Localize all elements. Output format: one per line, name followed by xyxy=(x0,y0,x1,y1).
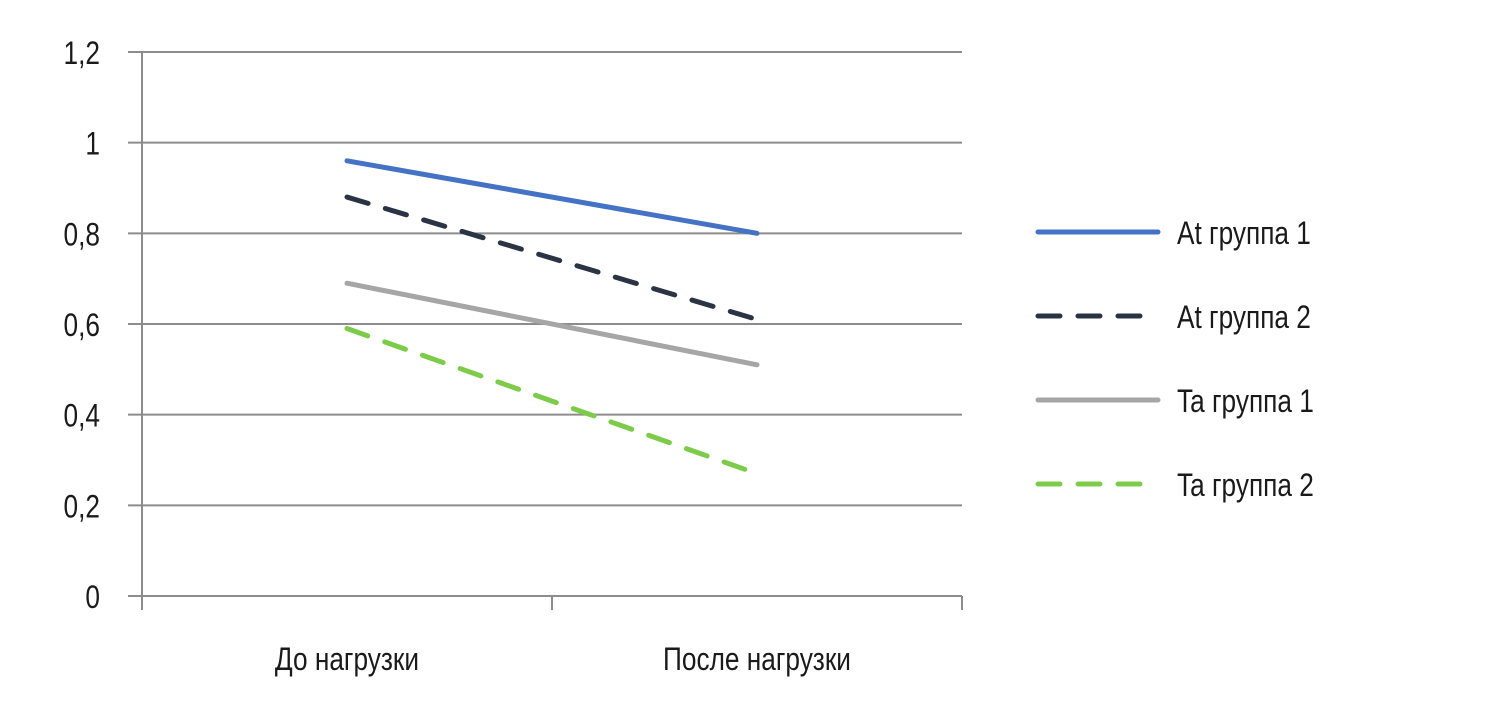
series-line-4 xyxy=(344,326,760,477)
y-tick-label: 0,2 xyxy=(64,490,100,525)
series-lines xyxy=(344,158,760,477)
gridlines xyxy=(128,51,962,507)
legend-label: At группа 1 xyxy=(1177,217,1311,252)
y-tick-labels: 0 0,2 0,4 0,6 0,8 1 1,2 xyxy=(64,37,100,616)
x-tick-label: До нагрузки xyxy=(275,643,419,678)
legend-label: Ta группа 1 xyxy=(1177,385,1314,420)
y-tick-label: 1,2 xyxy=(64,37,100,72)
y-tick-label: 0,8 xyxy=(64,218,100,253)
legend: At группа 1 At группа 2 Ta группа 1 Ta груп… xyxy=(1035,217,1314,504)
y-tick-label: 0 xyxy=(85,581,100,616)
series-line-3 xyxy=(344,280,760,368)
x-tick-label: После нагрузки xyxy=(663,643,851,678)
y-tick-label: 0,6 xyxy=(64,309,100,344)
x-tick-labels: До нагрузки После нагрузки xyxy=(275,643,851,678)
legend-label: Ta группа 2 xyxy=(1177,469,1314,504)
y-tick-label: 0,4 xyxy=(64,399,100,434)
axes xyxy=(128,52,963,610)
y-tick-label: 1 xyxy=(85,127,100,162)
series-line-1 xyxy=(344,158,760,236)
legend-label: At группа 2 xyxy=(1177,301,1311,336)
series-line-2 xyxy=(344,194,760,322)
